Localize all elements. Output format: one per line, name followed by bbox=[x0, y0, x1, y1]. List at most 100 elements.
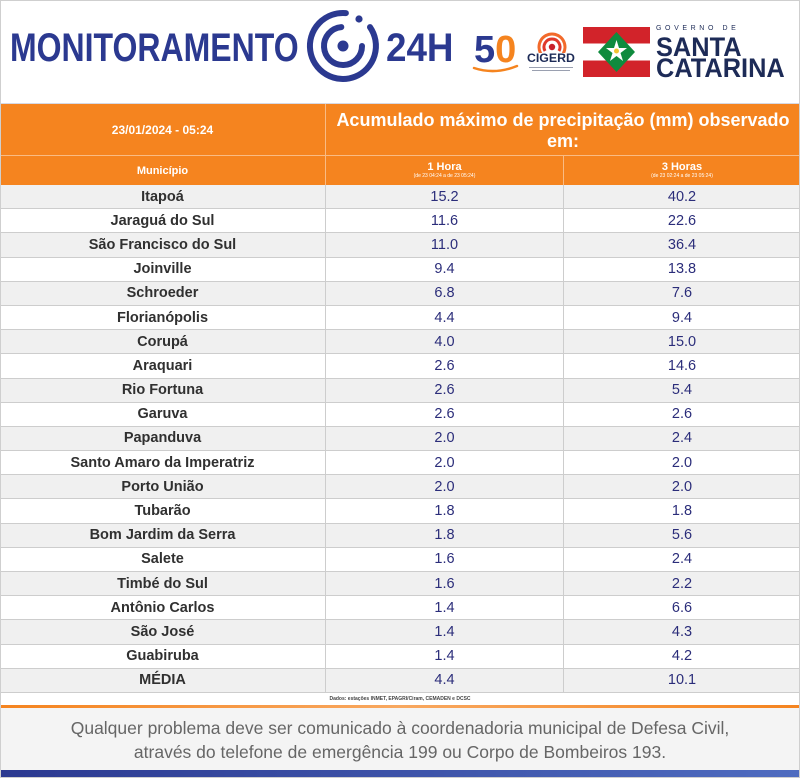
value-1h-cell: 1.6 bbox=[325, 572, 563, 596]
value-3h-cell: 15.0 bbox=[563, 330, 800, 354]
value-3h-cell: 4.3 bbox=[563, 620, 800, 644]
footer-line-1: Qualquer problema deve ser comunicado à … bbox=[70, 718, 730, 738]
value-1h-cell: 2.0 bbox=[325, 451, 563, 475]
municipio-cell: Bom Jardim da Serra bbox=[89, 527, 236, 544]
table-title: Acumulado máximo de precipitação (mm) ob… bbox=[336, 109, 790, 151]
value-1h-cell: 2.0 bbox=[325, 426, 563, 451]
cigerd-logo-icon bbox=[537, 32, 567, 53]
anniversary-50-text: 50 bbox=[474, 29, 516, 71]
table-title-cell: Acumulado máximo de precipitação (mm) ob… bbox=[325, 104, 800, 155]
value-3h-cell: 2.2 bbox=[563, 572, 800, 596]
column-header-municipio: Município bbox=[0, 156, 325, 185]
average-row: MÉDIA 4.4 10.1 bbox=[0, 668, 800, 693]
municipio-cell: Antônio Carlos bbox=[110, 599, 215, 616]
column-label-municipio: Município bbox=[136, 164, 189, 177]
data-sources: Dados: estações INMET, EPAGRI/Ciram, CEM… bbox=[329, 696, 471, 702]
table-body: Itapoá 15.2 40.2 Jaraguá do Sul 11.6 22.6 São … bbox=[0, 185, 800, 693]
municipio-cell: Jaraguá do Sul bbox=[110, 212, 215, 229]
value-3h-cell: 2.0 bbox=[563, 475, 800, 499]
bottom-blue-bar bbox=[0, 770, 800, 778]
municipio-cell: MÉDIA bbox=[139, 672, 186, 689]
municipio-cell: Schroeder bbox=[126, 285, 199, 302]
government-label: GOVERNO DE bbox=[656, 25, 740, 32]
column-range-1h: (de 23 04:24 a de 23 05:24) bbox=[413, 173, 476, 179]
column-header-3h: 3 Horas (de 23 02:24 a de 23 05:24) bbox=[563, 156, 800, 185]
table-row: Antônio Carlos 1.4 6.6 bbox=[0, 596, 800, 621]
brand-title: MONITORAMENTO bbox=[10, 26, 299, 70]
anniversary-50-logo: 50 bbox=[472, 29, 519, 73]
table-row: Porto União 2.0 2.0 bbox=[0, 475, 800, 500]
value-3h-cell: 22.6 bbox=[563, 209, 800, 233]
table-row: Papanduva 2.0 2.4 bbox=[0, 426, 800, 452]
table-row: São José 1.4 4.3 bbox=[0, 620, 800, 645]
municipio-cell: São Francisco do Sul bbox=[88, 236, 237, 253]
value-1h-cell: 1.4 bbox=[325, 644, 563, 668]
value-3h-cell: 4.2 bbox=[563, 644, 800, 668]
municipio-cell: Itapoá bbox=[141, 188, 184, 205]
municipio-cell: Guabiruba bbox=[126, 648, 199, 665]
municipio-cell: Corupá bbox=[137, 333, 188, 350]
municipio-cell: Florianópolis bbox=[116, 309, 209, 326]
value-1h-cell: 6.8 bbox=[325, 281, 563, 305]
value-3h-cell: 7.6 bbox=[563, 281, 800, 305]
table-row: Jaraguá do Sul 11.6 22.6 bbox=[0, 209, 800, 234]
cigerd-fine-print bbox=[529, 67, 573, 68]
value-1h-cell: 1.8 bbox=[325, 523, 563, 547]
value-1h-cell: 1.4 bbox=[325, 620, 563, 644]
value-1h-cell: 2.6 bbox=[325, 354, 563, 378]
municipio-cell: Salete bbox=[141, 551, 184, 568]
value-3h-cell: 2.4 bbox=[563, 547, 800, 571]
value-3h-cell: 2.4 bbox=[563, 426, 800, 451]
value-1h-cell: 1.8 bbox=[325, 499, 563, 523]
column-label-3h: 3 Horas bbox=[661, 161, 703, 173]
municipio-cell: Joinville bbox=[133, 261, 192, 278]
municipio-cell: Porto União bbox=[121, 478, 204, 495]
table-row: Araquari 2.6 14.6 bbox=[0, 354, 800, 379]
value-1h-cell: 2.6 bbox=[325, 402, 563, 426]
column-label-1h: 1 Hora bbox=[427, 161, 462, 173]
column-header-row: Município 1 Hora (de 23 04:24 a de 23 05… bbox=[0, 155, 800, 185]
value-3h-cell: 13.8 bbox=[563, 257, 800, 281]
table-row: Itapoá 15.2 40.2 bbox=[0, 185, 800, 210]
value-1h-cell: 4.4 bbox=[325, 668, 563, 692]
table-row: Corupá 4.0 15.0 bbox=[0, 330, 800, 355]
table-row: Schroeder 6.8 7.6 bbox=[0, 281, 800, 306]
table-row: Salete 1.6 2.4 bbox=[0, 547, 800, 572]
value-1h-cell: 2.0 bbox=[325, 475, 563, 499]
cigerd-wordmark: CIGERD bbox=[527, 51, 575, 65]
value-1h-cell: 2.6 bbox=[325, 378, 563, 402]
municipio-cell: Santo Amaro da Imperatriz bbox=[70, 454, 255, 471]
footer-line-2: através do telefone de emergência 199 ou… bbox=[133, 742, 667, 762]
value-3h-cell: 2.6 bbox=[563, 402, 800, 426]
value-1h-cell: 4.4 bbox=[325, 305, 563, 330]
table-row: Rio Fortuna 2.6 5.4 bbox=[0, 378, 800, 403]
timestamp: 23/01/2024 - 05:24 bbox=[111, 122, 214, 137]
municipio-cell: Garuva bbox=[137, 406, 188, 423]
value-1h-cell: 11.6 bbox=[325, 209, 563, 233]
precipitation-table: 23/01/2024 - 05:24 Acumulado máximo de p… bbox=[0, 104, 800, 693]
header: MONITORAMENTO 24H 50 bbox=[0, 0, 800, 104]
value-3h-cell: 40.2 bbox=[563, 185, 800, 209]
table-row: Garuva 2.6 2.6 bbox=[0, 402, 800, 427]
municipio-cell: Papanduva bbox=[123, 430, 202, 447]
value-1h-cell: 11.0 bbox=[325, 233, 563, 257]
state-name-line2: CATARINA bbox=[656, 53, 785, 83]
municipio-cell: Tubarão bbox=[134, 503, 191, 520]
column-range-3h: (de 23 02:24 a de 23 05:24) bbox=[651, 173, 713, 179]
timestamp-cell: 23/01/2024 - 05:24 bbox=[0, 104, 325, 155]
table-row: Florianópolis 4.4 9.4 bbox=[0, 305, 800, 331]
municipio-cell: São José bbox=[130, 623, 195, 640]
value-3h-cell: 36.4 bbox=[563, 233, 800, 257]
column-header-1h: 1 Hora (de 23 04:24 a de 23 05:24) bbox=[325, 156, 563, 185]
value-3h-cell: 5.6 bbox=[563, 523, 800, 547]
municipio-cell: Timbé do Sul bbox=[117, 575, 208, 592]
value-3h-cell: 14.6 bbox=[563, 354, 800, 378]
value-1h-cell: 4.0 bbox=[325, 330, 563, 354]
orange-divider bbox=[0, 705, 800, 708]
table-header-row: 23/01/2024 - 05:24 Acumulado máximo de p… bbox=[0, 104, 800, 155]
santa-catarina-flag-icon bbox=[583, 27, 650, 77]
table-row: Tubarão 1.8 1.8 bbox=[0, 499, 800, 524]
table-row: Joinville 9.4 13.8 bbox=[0, 257, 800, 282]
value-3h-cell: 2.0 bbox=[563, 451, 800, 475]
